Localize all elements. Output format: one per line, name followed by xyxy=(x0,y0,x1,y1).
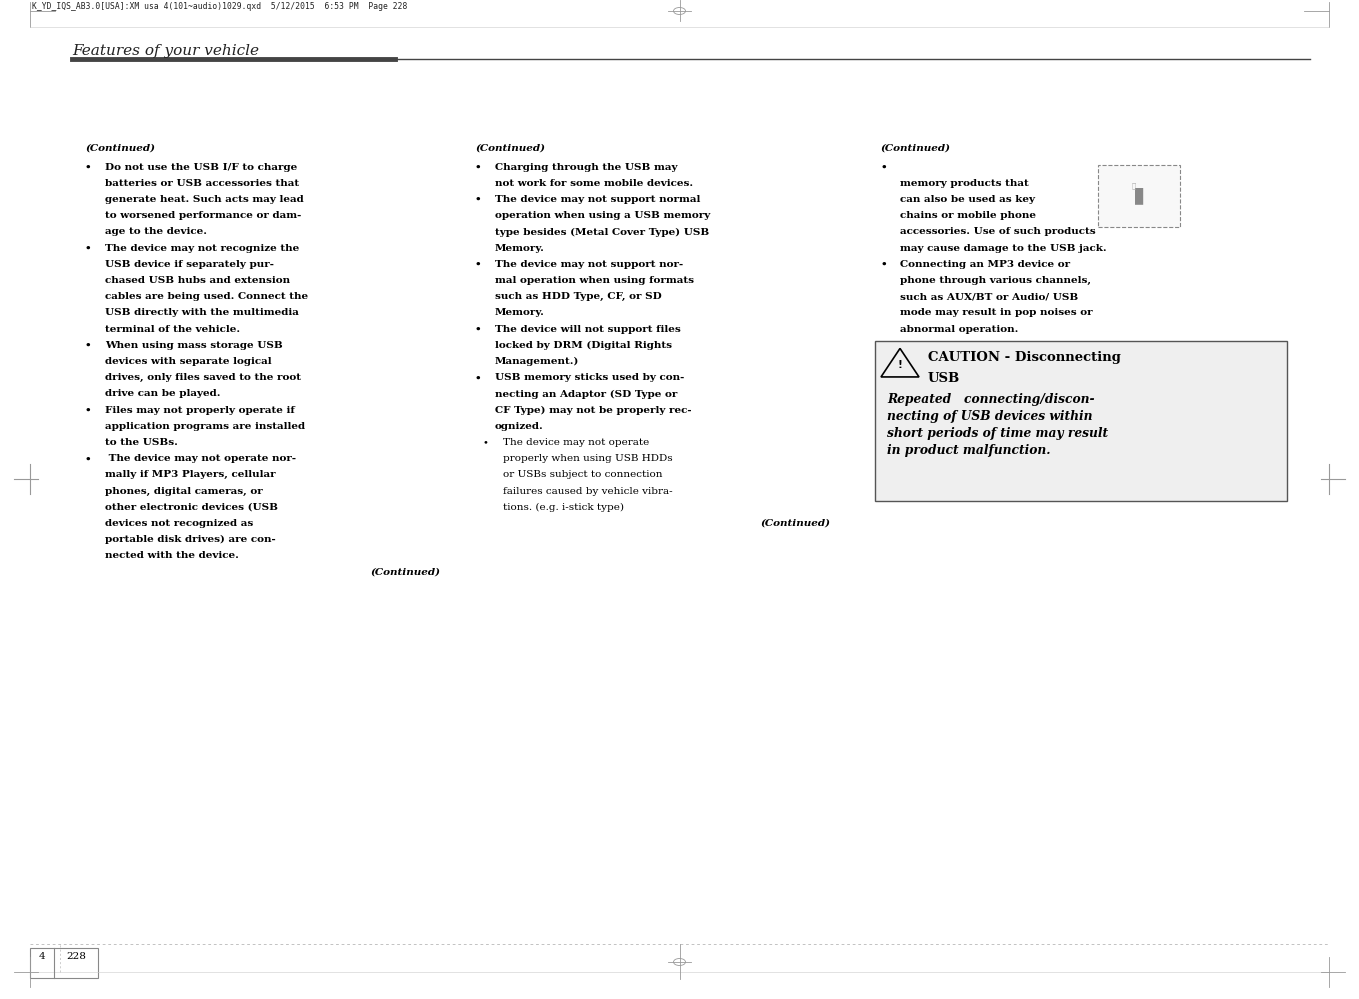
Text: The device may not support nor-: The device may not support nor- xyxy=(495,260,684,269)
Text: tions. (e.g. i-stick type): tions. (e.g. i-stick type) xyxy=(503,502,624,511)
Text: The device will not support files: The device will not support files xyxy=(495,325,681,334)
Text: ognized.: ognized. xyxy=(495,422,544,431)
Text: memory products that: memory products that xyxy=(900,179,1029,188)
Text: •: • xyxy=(476,325,481,334)
Text: operation when using a USB memory: operation when using a USB memory xyxy=(495,211,711,220)
Text: accessories. Use of such products: accessories. Use of such products xyxy=(900,228,1095,237)
Text: •: • xyxy=(86,163,91,172)
Bar xyxy=(30,948,98,978)
Text: application programs are installed: application programs are installed xyxy=(105,422,306,431)
Text: The device may not operate: The device may not operate xyxy=(503,438,650,447)
Text: USB: USB xyxy=(928,372,961,385)
Text: The device may not recognize the: The device may not recognize the xyxy=(105,244,299,253)
Text: Repeated   connecting/discon-: Repeated connecting/discon- xyxy=(887,393,1094,406)
Text: (Continued): (Continued) xyxy=(370,567,440,576)
Text: locked by DRM (Digital Rights: locked by DRM (Digital Rights xyxy=(495,341,671,350)
Text: terminal of the vehicle.: terminal of the vehicle. xyxy=(105,325,241,334)
Text: chased USB hubs and extension: chased USB hubs and extension xyxy=(105,276,289,285)
Text: Do not use the USB I/F to charge: Do not use the USB I/F to charge xyxy=(105,163,298,172)
Text: •: • xyxy=(881,260,886,269)
Text: cables are being used. Connect the: cables are being used. Connect the xyxy=(105,293,308,302)
Text: 4: 4 xyxy=(38,952,45,961)
Text: necting of USB devices within: necting of USB devices within xyxy=(887,410,1093,423)
Text: other electronic devices (USB: other electronic devices (USB xyxy=(105,502,279,511)
Text: chains or mobile phone: chains or mobile phone xyxy=(900,211,1036,220)
Text: such as HDD Type, CF, or SD: such as HDD Type, CF, or SD xyxy=(495,293,662,302)
Text: mally if MP3 Players, cellular: mally if MP3 Players, cellular xyxy=(105,471,276,480)
Text: necting an Adaptor (SD Type or: necting an Adaptor (SD Type or xyxy=(495,390,677,399)
Text: •: • xyxy=(476,374,481,383)
Text: •: • xyxy=(476,260,481,269)
Text: phone through various channels,: phone through various channels, xyxy=(900,276,1091,285)
Text: Charging through the USB may: Charging through the USB may xyxy=(495,163,678,172)
Text: to the USBs.: to the USBs. xyxy=(105,438,178,447)
Text: !: ! xyxy=(897,360,902,370)
Text: •: • xyxy=(86,406,91,415)
Text: (Continued): (Continued) xyxy=(760,519,830,528)
Text: drives, only files saved to the root: drives, only files saved to the root xyxy=(105,374,300,383)
Text: mal operation when using formats: mal operation when using formats xyxy=(495,276,694,285)
Text: (Continued): (Continued) xyxy=(86,144,155,153)
Text: Memory.: Memory. xyxy=(495,244,545,253)
Text: abnormal operation.: abnormal operation. xyxy=(900,325,1018,334)
Text: Connecting an MP3 device or: Connecting an MP3 device or xyxy=(900,260,1070,269)
Text: devices with separate logical: devices with separate logical xyxy=(105,357,272,366)
Text: USB directly with the multimedia: USB directly with the multimedia xyxy=(105,309,299,318)
Text: or USBs subject to connection: or USBs subject to connection xyxy=(503,471,662,480)
Text: •: • xyxy=(86,244,91,253)
Text: portable disk drives) are con-: portable disk drives) are con- xyxy=(105,535,276,544)
Text: When using mass storage USB: When using mass storage USB xyxy=(105,341,283,350)
Text: The device may not operate nor-: The device may not operate nor- xyxy=(105,455,296,464)
Text: properly when using USB HDDs: properly when using USB HDDs xyxy=(503,455,673,464)
Text: ▮: ▮ xyxy=(1133,186,1146,206)
Text: •: • xyxy=(482,438,489,447)
Text: failures caused by vehicle vibra-: failures caused by vehicle vibra- xyxy=(503,487,673,496)
Text: devices not recognized as: devices not recognized as xyxy=(105,519,253,528)
Text: in product malfunction.: in product malfunction. xyxy=(887,444,1051,457)
Text: USB memory sticks used by con-: USB memory sticks used by con- xyxy=(495,374,685,383)
Text: short periods of time may result: short periods of time may result xyxy=(887,427,1108,440)
Text: Files may not properly operate if: Files may not properly operate if xyxy=(105,406,295,415)
Text: can also be used as key: can also be used as key xyxy=(900,195,1036,204)
Text: •: • xyxy=(86,341,91,350)
Text: type besides (Metal Cover Type) USB: type besides (Metal Cover Type) USB xyxy=(495,228,709,237)
Text: generate heat. Such acts may lead: generate heat. Such acts may lead xyxy=(105,195,304,204)
Text: nected with the device.: nected with the device. xyxy=(105,551,239,560)
Text: drive can be played.: drive can be played. xyxy=(105,390,220,399)
Text: CF Type) may not be properly rec-: CF Type) may not be properly rec- xyxy=(495,406,692,415)
Bar xyxy=(1098,165,1180,227)
Text: The device may not support normal: The device may not support normal xyxy=(495,195,700,204)
Text: USB device if separately pur-: USB device if separately pur- xyxy=(105,260,275,269)
Text: mode may result in pop noises or: mode may result in pop noises or xyxy=(900,309,1093,318)
Text: •: • xyxy=(476,163,481,172)
Text: Features of your vehicle: Features of your vehicle xyxy=(72,44,260,58)
Text: phones, digital cameras, or: phones, digital cameras, or xyxy=(105,487,262,496)
Bar xyxy=(875,341,1287,500)
Text: ⬛: ⬛ xyxy=(1132,183,1136,189)
Text: K_YD_IQS_AB3.0[USA]:XM usa 4(101~audio)1029.qxd  5/12/2015  6:53 PM  Page 228: K_YD_IQS_AB3.0[USA]:XM usa 4(101~audio)1… xyxy=(33,2,408,11)
Text: 228: 228 xyxy=(67,952,86,961)
Text: such as AUX/BT or Audio/ USB: such as AUX/BT or Audio/ USB xyxy=(900,293,1078,302)
Text: (Continued): (Continued) xyxy=(476,144,545,153)
Text: to worsened performance or dam-: to worsened performance or dam- xyxy=(105,211,302,220)
Text: may cause damage to the USB jack.: may cause damage to the USB jack. xyxy=(900,244,1106,253)
Text: Memory.: Memory. xyxy=(495,309,545,318)
Text: •: • xyxy=(86,455,91,464)
Text: not work for some mobile devices.: not work for some mobile devices. xyxy=(495,179,693,188)
Text: age to the device.: age to the device. xyxy=(105,228,207,237)
Text: (Continued): (Continued) xyxy=(881,144,950,153)
Text: batteries or USB accessories that: batteries or USB accessories that xyxy=(105,179,299,188)
Text: •: • xyxy=(476,195,481,204)
Text: CAUTION - Disconnecting: CAUTION - Disconnecting xyxy=(928,351,1121,364)
Text: Management.): Management.) xyxy=(495,357,579,367)
Text: •: • xyxy=(881,163,886,172)
